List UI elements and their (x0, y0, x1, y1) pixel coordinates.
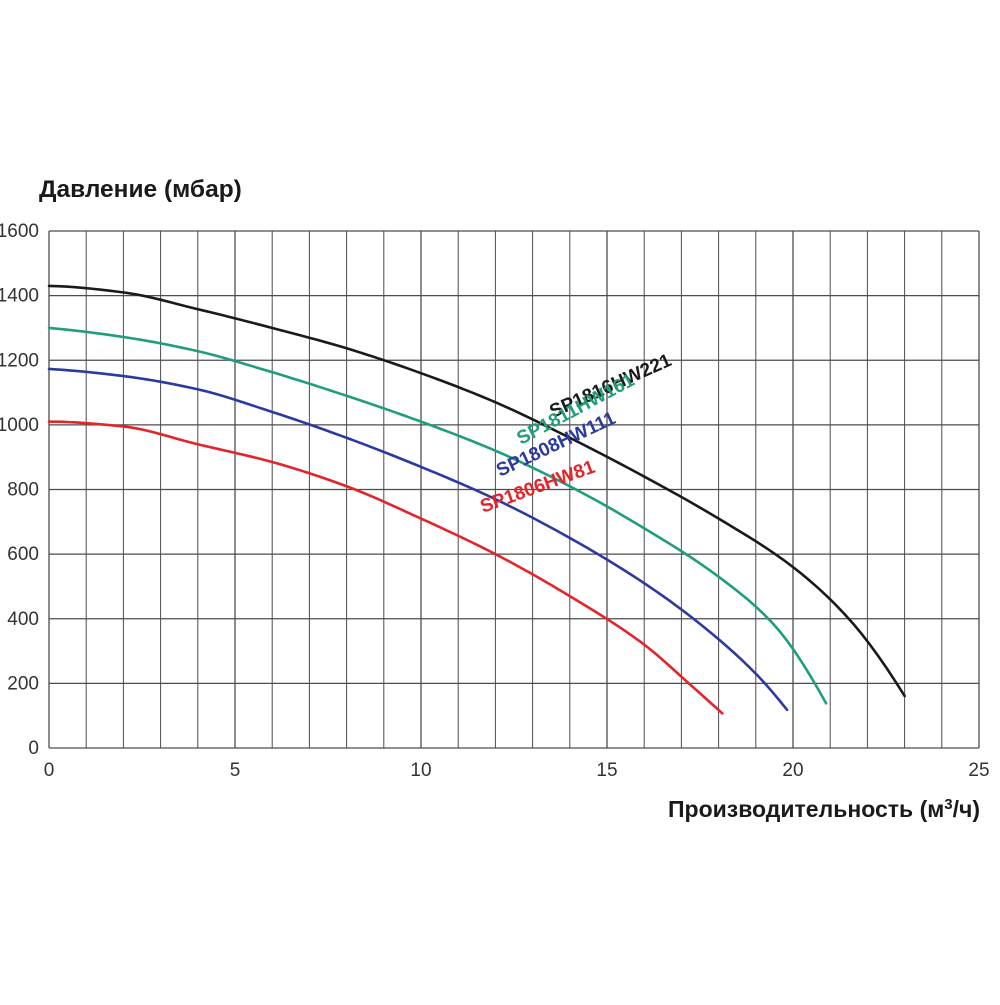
svg-text:1600: 1600 (0, 221, 39, 242)
svg-text:Давление (мбар): Давление (мбар) (39, 176, 242, 203)
svg-text:5: 5 (230, 760, 241, 781)
svg-text:600: 600 (7, 544, 39, 565)
svg-text:1200: 1200 (0, 350, 39, 371)
svg-text:15: 15 (596, 760, 617, 781)
svg-text:10: 10 (410, 760, 431, 781)
svg-text:400: 400 (7, 609, 39, 630)
svg-text:1000: 1000 (0, 415, 39, 436)
svg-text:20: 20 (782, 760, 803, 781)
svg-text:0: 0 (28, 738, 39, 759)
svg-text:Производительность (м3/ч): Производительность (м3/ч) (668, 796, 980, 822)
svg-text:200: 200 (7, 673, 39, 694)
svg-text:1400: 1400 (0, 286, 39, 307)
svg-text:800: 800 (7, 480, 39, 501)
svg-text:25: 25 (968, 760, 989, 781)
svg-text:0: 0 (44, 760, 55, 781)
